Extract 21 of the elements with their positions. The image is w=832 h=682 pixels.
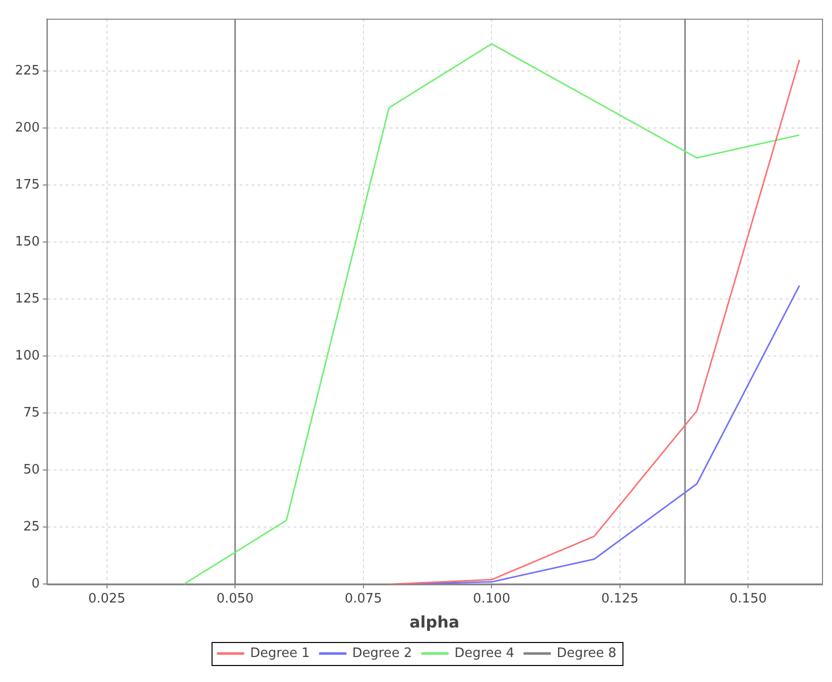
y-tick-label: 100 [14,348,40,364]
legend-label: Degree 4 [454,646,514,661]
legend-label: Degree 8 [556,646,616,661]
y-tick-label: 175 [14,178,40,193]
y-tick-label: 75 [23,406,40,421]
y-tick-label: 25 [23,520,40,535]
x-tick-label: 0.075 [344,591,382,606]
x-tick-label: 0.125 [601,591,638,606]
x-tick-label: 0.150 [730,591,767,606]
x-tick-label: 0.025 [88,591,126,606]
x-tick-label: 0.050 [216,591,254,606]
x-axis-title: alpha [409,612,460,632]
y-tick-label: 150 [14,234,40,250]
y-tick-label: 125 [14,292,40,307]
y-tick-label: 0 [32,576,40,592]
legend-label: Degree 2 [352,646,412,661]
y-tick-label: 200 [14,120,40,136]
legend-label: Degree 1 [250,646,310,661]
x-tick-label: 0.100 [473,591,510,606]
y-tick-label: 225 [14,64,40,79]
y-tick-label: 50 [23,462,40,478]
